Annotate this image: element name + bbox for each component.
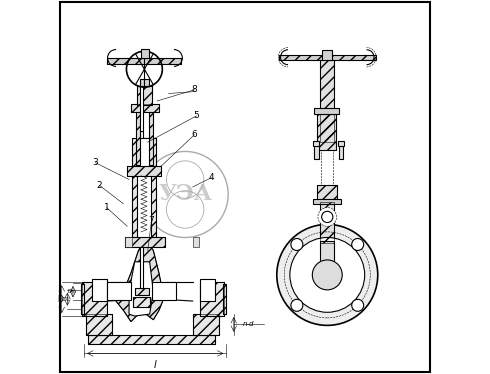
Text: l: l [154,360,157,370]
Bar [82,282,107,316]
Bar [125,237,165,247]
Bar [131,104,159,112]
Bar [131,104,159,112]
Text: 2: 2 [97,181,102,190]
Bar [86,314,112,335]
Bar [86,314,112,335]
Bar [200,282,224,316]
Bar [222,284,225,314]
Bar [88,335,215,344]
Text: 5: 5 [194,111,199,120]
Bar [317,114,336,150]
Bar [321,50,332,60]
Text: 1: 1 [104,203,109,212]
Bar [314,141,319,146]
Circle shape [312,260,342,290]
Bar [140,79,149,86]
Bar [81,284,84,314]
Bar [132,138,156,243]
Bar [107,58,181,64]
Text: n-d: n-d [243,321,254,327]
Bar [133,297,150,307]
Text: D: D [57,295,63,304]
Circle shape [352,299,364,311]
Text: 3: 3 [93,158,98,167]
Bar [136,112,140,165]
Circle shape [291,239,303,251]
Circle shape [321,211,333,223]
Bar [125,237,132,247]
Bar [82,282,107,316]
Bar [149,112,152,165]
Text: УЭА: УЭА [158,184,212,205]
Bar [200,282,224,316]
Text: D1: D1 [61,297,70,302]
Bar [127,166,161,176]
Bar [193,314,219,335]
Bar [149,112,152,165]
Bar [193,314,219,335]
Bar [133,297,150,307]
Bar [338,141,344,146]
Bar [320,60,334,142]
Bar [136,112,140,165]
Bar [135,288,148,295]
Bar [320,202,334,243]
Bar [151,282,176,300]
Bar [320,60,334,142]
Text: 7: 7 [148,216,154,225]
Circle shape [352,239,364,251]
Bar [125,237,165,247]
Bar [279,55,376,60]
Circle shape [291,299,303,311]
Bar [317,185,337,202]
Polygon shape [116,239,163,322]
Bar [141,49,148,58]
Bar [320,202,334,243]
Bar [132,138,156,243]
Bar [137,138,151,239]
Text: 8: 8 [192,85,197,94]
Bar [200,279,215,301]
Text: Dn: Dn [67,289,75,294]
Bar [222,284,225,314]
Bar [317,185,337,202]
Circle shape [290,237,365,312]
Bar [140,86,143,131]
Bar [92,279,107,301]
Bar [107,282,131,300]
Circle shape [277,224,378,325]
Polygon shape [129,262,153,316]
Circle shape [318,208,337,226]
Text: 4: 4 [209,173,214,182]
Bar [279,55,376,60]
Bar [320,241,334,273]
Bar [107,58,181,64]
Bar [137,86,152,105]
Bar [321,150,333,189]
Bar [314,144,319,159]
Bar [314,108,339,114]
Bar [193,237,199,247]
Bar [313,199,341,204]
Bar [135,288,148,295]
Text: 6: 6 [192,130,197,139]
Bar [339,144,343,159]
Bar [127,166,161,176]
Bar [140,131,143,288]
Bar [137,86,152,105]
Bar [81,284,84,314]
Bar [88,335,215,344]
Bar [317,114,336,150]
